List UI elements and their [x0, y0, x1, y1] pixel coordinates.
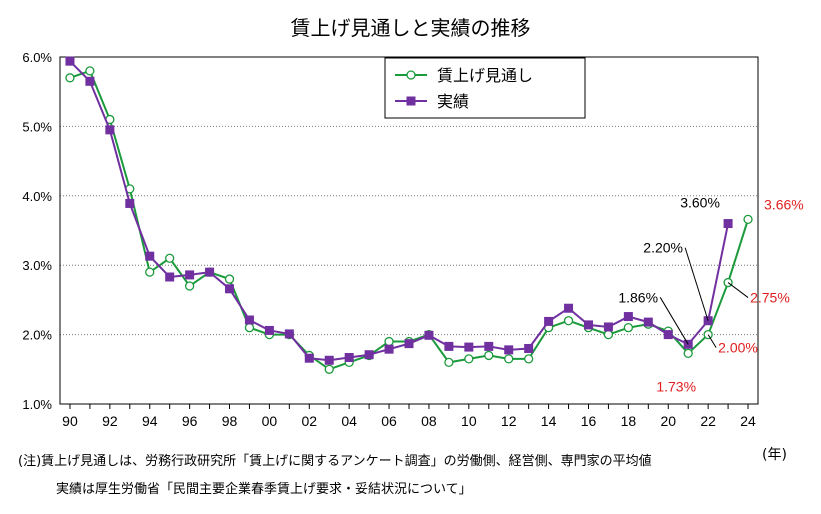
data-point: [683, 348, 693, 358]
data-point: [623, 312, 633, 322]
data-point: [324, 364, 334, 374]
data-label: 2.20%: [643, 240, 683, 256]
data-label: 3.60%: [680, 195, 720, 211]
x-tick-label: 00: [262, 413, 278, 429]
x-tick-label: 24: [740, 413, 756, 429]
data-point: [484, 341, 494, 351]
data-point: [623, 323, 634, 333]
x-tick-label: 04: [341, 413, 357, 429]
annotation-leader: [684, 247, 709, 321]
data-point: [264, 325, 274, 335]
legend-label: 賃上げ見通し: [437, 66, 533, 85]
data-point: [125, 198, 135, 208]
data-point: [244, 323, 255, 333]
note-line-2: 実績は厚生労働省「民間主要企業春季賃上げ要求・妥結状況について」: [56, 482, 472, 497]
data-point: [643, 317, 653, 327]
data-point: [205, 267, 215, 277]
x-tick-label: 12: [501, 413, 517, 429]
data-point: [743, 214, 753, 225]
x-tick-label: 98: [222, 413, 238, 429]
data-point: [65, 56, 75, 66]
data-label: 3.66%: [764, 196, 804, 212]
data-label: 1.86%: [618, 289, 658, 305]
data-point: [324, 355, 334, 365]
data-point: [185, 270, 195, 280]
data-point: [564, 303, 574, 313]
data-point: [444, 341, 454, 351]
data-point: [384, 344, 394, 354]
data-point: [504, 354, 514, 364]
y-tick-label: 1.0%: [22, 397, 52, 412]
data-point: [663, 330, 673, 340]
data-point: [404, 339, 414, 349]
data-point: [244, 315, 254, 325]
data-point: [424, 330, 434, 340]
data-point: [85, 76, 95, 86]
note-line-1: (注)賃上げ見通しは、労務行政研究所「賃上げに関するアンケート調査」の労働側、経…: [18, 454, 652, 469]
data-point: [504, 345, 514, 355]
data-label: 2.00%: [718, 340, 758, 356]
data-point: [524, 343, 534, 353]
annotation-leader: [727, 282, 749, 298]
data-point: [184, 281, 195, 291]
x-tick-label: 18: [621, 413, 637, 429]
data-point: [464, 354, 474, 364]
data-label: 1.73%: [656, 378, 696, 394]
x-tick-label: 16: [581, 413, 597, 429]
data-point: [603, 322, 613, 332]
x-tick-label: 22: [700, 413, 716, 429]
data-point: [145, 251, 155, 261]
x-tick-label: 94: [142, 413, 158, 429]
data-point: [65, 73, 75, 83]
data-point: [225, 284, 235, 294]
legend-marker: [406, 70, 416, 80]
data-point: [105, 125, 115, 135]
annotation-leader: [659, 297, 689, 345]
data-point: [464, 342, 474, 352]
y-tick-label: 5.0%: [22, 119, 52, 134]
data-label: 2.75%: [750, 290, 790, 306]
data-point: [524, 354, 534, 364]
data-point: [444, 357, 454, 368]
data-point: [384, 336, 394, 347]
y-tick-label: 2.0%: [22, 328, 52, 343]
data-point: [145, 267, 155, 277]
data-point: [165, 272, 175, 282]
legend-label: 実績: [437, 92, 469, 111]
y-tick-label: 3.0%: [22, 258, 52, 273]
data-point: [344, 353, 354, 363]
y-tick-label: 6.0%: [22, 50, 52, 65]
x-tick-label: 92: [102, 413, 118, 429]
x-tick-label: 06: [381, 413, 397, 429]
x-tick-label: 14: [541, 413, 557, 429]
x-tick-label: 10: [461, 413, 477, 429]
legend-marker: [406, 96, 416, 106]
data-point: [603, 329, 614, 340]
x-axis-unit: (年): [762, 447, 787, 463]
chart-title: 賃上げ見通しと実績の推移: [290, 16, 531, 40]
data-point: [284, 329, 294, 339]
data-point: [85, 66, 95, 76]
data-point: [224, 274, 235, 284]
data-point: [563, 316, 574, 326]
data-point: [165, 253, 175, 263]
data-point: [364, 350, 374, 360]
data-point: [304, 353, 314, 363]
annotation-leader: [707, 334, 717, 348]
x-tick-label: 08: [421, 413, 437, 429]
x-tick-label: 02: [301, 413, 317, 429]
y-tick-label: 4.0%: [22, 189, 52, 204]
x-tick-label: 96: [182, 413, 198, 429]
x-tick-label: 90: [62, 413, 78, 429]
x-tick-label: 20: [660, 413, 676, 429]
series-line-1: [69, 60, 730, 362]
data-point: [484, 350, 494, 361]
data-point: [723, 219, 733, 229]
data-point: [544, 316, 554, 326]
data-point: [583, 320, 593, 330]
legend-box: [384, 57, 586, 119]
